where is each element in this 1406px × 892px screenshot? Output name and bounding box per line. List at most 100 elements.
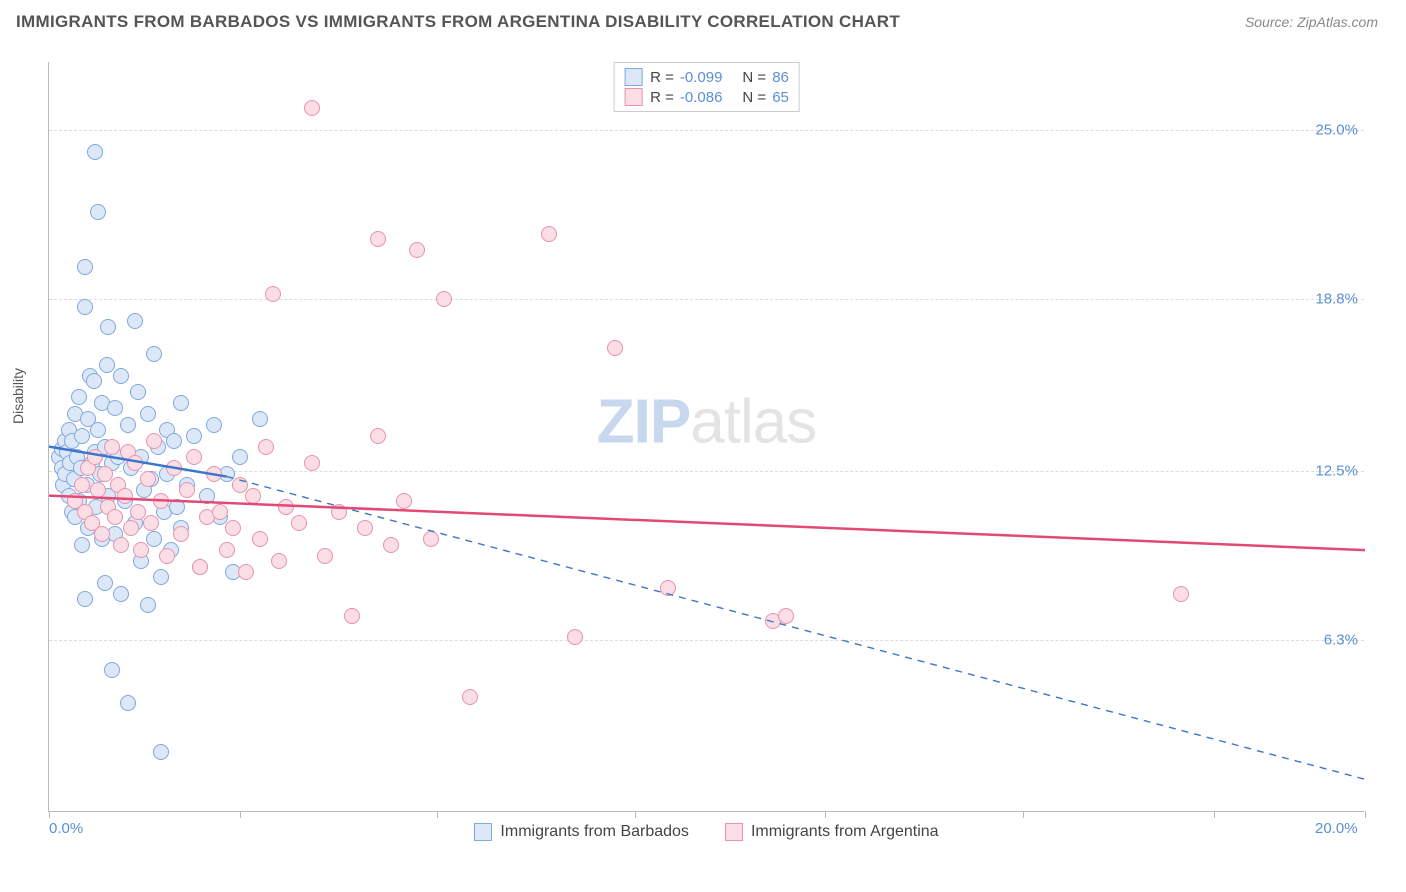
n-value-barbados: 86	[772, 69, 789, 86]
r-value-barbados: -0.099	[680, 69, 723, 86]
data-point	[567, 629, 583, 645]
data-point	[127, 455, 143, 471]
data-point	[252, 531, 268, 547]
data-point	[169, 499, 185, 515]
legend-row-barbados: R = -0.099 N = 86	[624, 67, 789, 87]
data-point	[100, 319, 116, 335]
data-point	[192, 559, 208, 575]
data-point	[186, 428, 202, 444]
data-point	[383, 537, 399, 553]
data-point	[252, 411, 268, 427]
data-point	[99, 357, 115, 373]
series-legend: Immigrants from Barbados Immigrants from…	[49, 823, 1364, 841]
x-tick	[437, 811, 438, 818]
data-point	[317, 548, 333, 564]
data-point	[90, 482, 106, 498]
data-point	[212, 504, 228, 520]
data-point	[90, 422, 106, 438]
data-point	[107, 509, 123, 525]
data-point	[87, 449, 103, 465]
trend-lines	[49, 62, 1365, 812]
data-point	[778, 608, 794, 624]
correlation-legend: R = -0.099 N = 86 R = -0.086 N = 65	[613, 62, 800, 112]
data-point	[423, 531, 439, 547]
data-point	[104, 439, 120, 455]
data-point	[90, 204, 106, 220]
data-point	[344, 608, 360, 624]
x-tick	[1214, 811, 1215, 818]
chart-header: IMMIGRANTS FROM BARBADOS VS IMMIGRANTS F…	[0, 0, 1406, 36]
plot-area: ZIPatlas R = -0.099 N = 86 R = -0.086 N …	[48, 62, 1364, 812]
data-point	[206, 417, 222, 433]
data-point	[143, 515, 159, 531]
legend-label: Immigrants from Argentina	[751, 823, 939, 841]
data-point	[278, 499, 294, 515]
data-point	[130, 384, 146, 400]
data-point	[71, 389, 87, 405]
data-point	[258, 439, 274, 455]
data-point	[186, 449, 202, 465]
x-tick-label: 20.0%	[1315, 820, 1358, 837]
data-point	[74, 537, 90, 553]
legend-swatch-barbados	[624, 68, 642, 86]
data-point	[219, 542, 235, 558]
data-point	[304, 455, 320, 471]
x-tick	[1365, 811, 1366, 818]
watermark: ZIPatlas	[597, 386, 816, 457]
data-point	[120, 417, 136, 433]
data-point	[173, 526, 189, 542]
data-point	[166, 460, 182, 476]
data-point	[370, 231, 386, 247]
grid-line	[49, 130, 1364, 131]
data-point	[140, 406, 156, 422]
data-point	[199, 488, 215, 504]
data-point	[123, 520, 139, 536]
data-point	[331, 504, 347, 520]
data-point	[291, 515, 307, 531]
data-point	[140, 597, 156, 613]
data-point	[225, 520, 241, 536]
data-point	[265, 286, 281, 302]
data-point	[607, 340, 623, 356]
data-point	[238, 564, 254, 580]
legend-swatch-argentina	[624, 88, 642, 106]
legend-swatch-icon	[474, 823, 492, 841]
source-attribution: Source: ZipAtlas.com	[1245, 14, 1378, 30]
data-point	[86, 373, 102, 389]
data-point	[74, 428, 90, 444]
data-point	[232, 449, 248, 465]
x-tick-label: 0.0%	[49, 820, 83, 837]
data-point	[245, 488, 261, 504]
data-point	[104, 662, 120, 678]
data-point	[660, 580, 676, 596]
data-point	[113, 368, 129, 384]
data-point	[179, 482, 195, 498]
legend-item-argentina: Immigrants from Argentina	[725, 823, 939, 841]
data-point	[127, 313, 143, 329]
data-point	[271, 553, 287, 569]
x-tick	[240, 811, 241, 818]
data-point	[462, 689, 478, 705]
data-point	[153, 493, 169, 509]
data-point	[107, 400, 123, 416]
y-tick-label: 12.5%	[1315, 463, 1358, 480]
legend-row-argentina: R = -0.086 N = 65	[624, 87, 789, 107]
data-point	[133, 542, 149, 558]
data-point	[173, 395, 189, 411]
data-point	[113, 537, 129, 553]
grid-line	[49, 471, 1364, 472]
data-point	[77, 299, 93, 315]
legend-item-barbados: Immigrants from Barbados	[474, 823, 689, 841]
grid-line	[49, 299, 1364, 300]
data-point	[146, 433, 162, 449]
y-axis-label: Disability	[10, 368, 26, 424]
data-point	[146, 531, 162, 547]
x-tick	[825, 811, 826, 818]
n-value-argentina: 65	[772, 89, 789, 106]
data-point	[153, 569, 169, 585]
legend-swatch-icon	[725, 823, 743, 841]
data-point	[370, 428, 386, 444]
chart-title: IMMIGRANTS FROM BARBADOS VS IMMIGRANTS F…	[16, 12, 900, 32]
data-point	[97, 575, 113, 591]
data-point	[74, 477, 90, 493]
